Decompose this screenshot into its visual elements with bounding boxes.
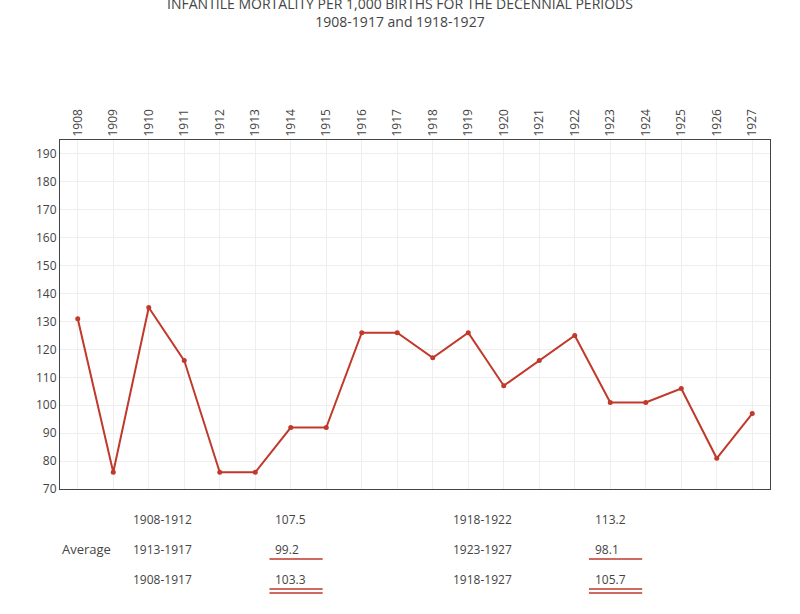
svg-text:160: 160 xyxy=(36,229,57,246)
svg-text:1918: 1918 xyxy=(424,109,441,137)
svg-text:1911: 1911 xyxy=(175,109,192,136)
svg-text:1909: 1909 xyxy=(104,109,121,137)
svg-text:1923-1927: 1923-1927 xyxy=(453,541,512,558)
svg-text:1915: 1915 xyxy=(317,109,334,137)
svg-text:1926: 1926 xyxy=(708,109,725,137)
svg-text:190: 190 xyxy=(36,145,57,162)
svg-text:99.2: 99.2 xyxy=(275,541,299,558)
svg-text:120: 120 xyxy=(36,341,57,358)
svg-text:1916: 1916 xyxy=(353,109,370,137)
svg-text:INFANTILE MORTALITY PER 1,000: INFANTILE MORTALITY PER 1,000 BIRTHS FOR… xyxy=(167,0,633,31)
svg-text:1910: 1910 xyxy=(140,109,157,137)
svg-text:1919: 1919 xyxy=(459,109,476,137)
svg-text:103.3: 103.3 xyxy=(275,571,306,588)
svg-text:100: 100 xyxy=(36,396,57,413)
svg-text:1924: 1924 xyxy=(637,109,654,137)
svg-text:140: 140 xyxy=(36,285,57,302)
svg-text:150: 150 xyxy=(36,257,57,274)
svg-text:90: 90 xyxy=(43,424,57,441)
svg-text:1923: 1923 xyxy=(601,109,618,137)
svg-text:110: 110 xyxy=(36,369,57,386)
svg-text:Average: Average xyxy=(62,540,111,558)
svg-text:170: 170 xyxy=(36,201,57,218)
svg-text:105.7: 105.7 xyxy=(595,571,626,588)
svg-text:1908: 1908 xyxy=(69,109,86,137)
svg-text:113.2: 113.2 xyxy=(595,511,626,528)
svg-text:1920: 1920 xyxy=(495,109,512,137)
svg-text:1908-1917: 1908-1917 xyxy=(133,571,192,588)
svg-text:70: 70 xyxy=(43,480,57,497)
svg-text:130: 130 xyxy=(36,313,57,330)
svg-text:1927: 1927 xyxy=(743,109,760,137)
svg-text:1918-1922: 1918-1922 xyxy=(453,511,512,528)
svg-text:1908-1912: 1908-1912 xyxy=(133,511,192,528)
svg-text:1913-1917: 1913-1917 xyxy=(133,541,192,558)
svg-text:1913: 1913 xyxy=(246,109,263,137)
svg-text:1912: 1912 xyxy=(211,109,228,137)
svg-text:1918-1927: 1918-1927 xyxy=(453,571,512,588)
svg-text:1925: 1925 xyxy=(672,109,689,137)
svg-text:107.5: 107.5 xyxy=(275,511,306,528)
svg-text:1914: 1914 xyxy=(282,109,299,137)
svg-text:1922: 1922 xyxy=(566,109,583,137)
svg-text:180: 180 xyxy=(36,173,57,190)
svg-text:1917: 1917 xyxy=(388,109,405,137)
svg-text:98.1: 98.1 xyxy=(595,541,619,558)
svg-text:80: 80 xyxy=(43,452,57,469)
svg-text:1921: 1921 xyxy=(530,109,547,136)
